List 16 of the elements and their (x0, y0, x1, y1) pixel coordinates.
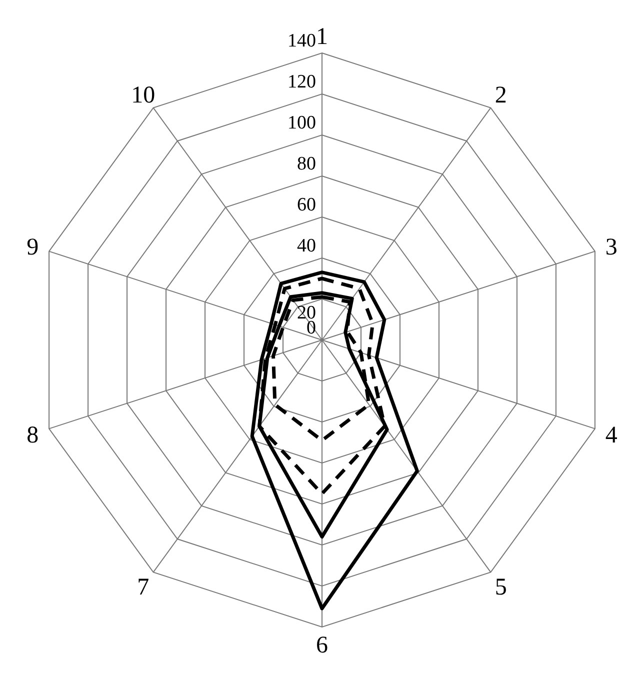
spoke-label: 7 (137, 574, 150, 601)
y-tick-label: 60 (297, 194, 316, 216)
spoke-label: 1 (316, 24, 328, 50)
spoke-label: 2 (494, 82, 507, 108)
y-tick-label: 80 (297, 154, 316, 175)
spoke-label: 6 (316, 632, 328, 659)
y-tick-label: 120 (288, 72, 316, 93)
y-tick-label: 140 (288, 30, 316, 52)
spoke-label: 3 (605, 234, 618, 260)
spoke-label: 10 (131, 82, 156, 108)
spoke-label: 5 (494, 574, 507, 601)
spoke-label: 8 (26, 422, 39, 448)
spoke-label: 9 (26, 234, 39, 260)
spoke-label: 4 (605, 422, 618, 448)
y-tick-label: 100 (288, 112, 316, 134)
y-tick-label: 40 (297, 236, 316, 257)
